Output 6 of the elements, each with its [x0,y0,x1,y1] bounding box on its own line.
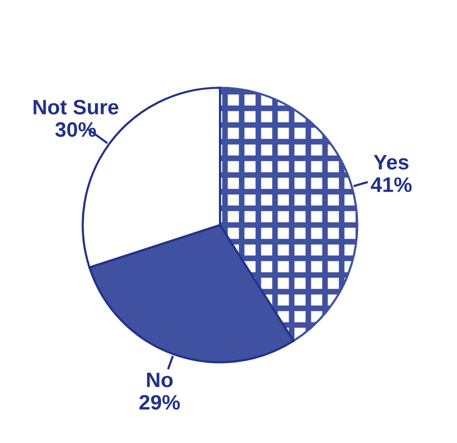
slice-label: Not Sure [34,100,118,114]
data-label: 29% [139,394,180,410]
slice-label: Yes [374,155,408,170]
slice-label: No [147,372,173,388]
data-label: 41% [370,177,412,192]
data-label: 30% [55,122,96,137]
